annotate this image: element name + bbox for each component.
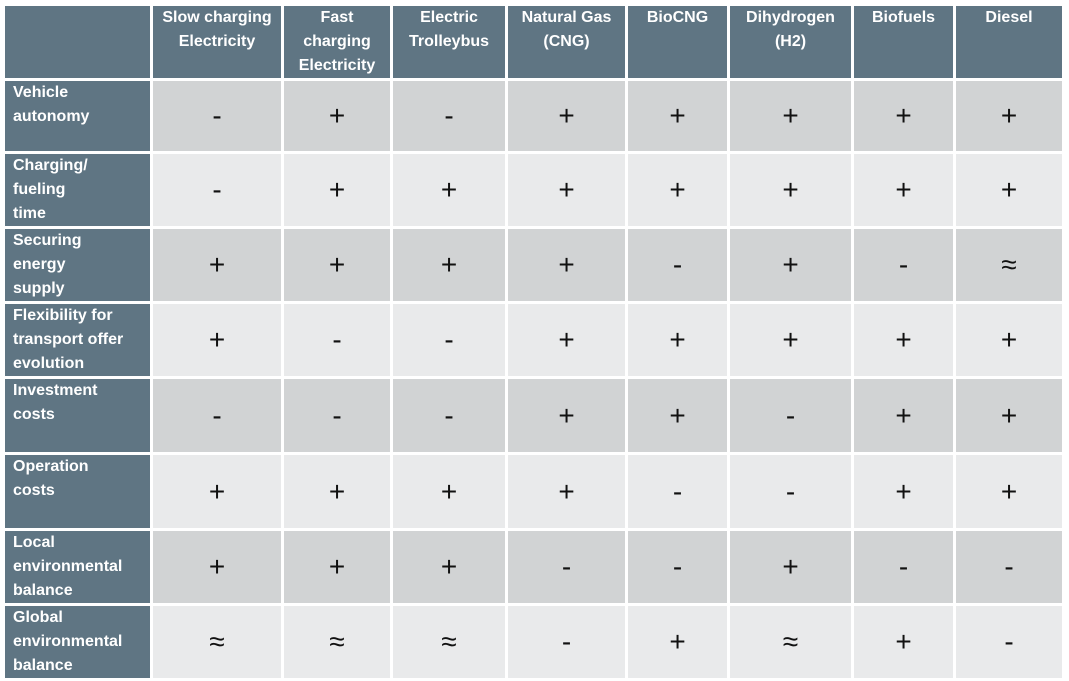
rating-cell: + — [508, 229, 625, 304]
rating-cell: - — [854, 531, 953, 606]
corner-cell — [5, 6, 150, 81]
table-row: Charging/ fueling time - + + + + + + + — [5, 154, 1062, 229]
rating-cell: + — [854, 379, 953, 455]
table-row: Operation costs + + + + - - + + — [5, 455, 1062, 531]
column-header: Diesel — [956, 6, 1062, 81]
rating-cell: - — [730, 379, 851, 455]
rating-cell: - — [393, 379, 505, 455]
column-header: BioCNG — [628, 6, 727, 81]
rating-cell: + — [284, 455, 390, 531]
rating-cell: - — [153, 379, 281, 455]
rating-cell: - — [628, 455, 727, 531]
table-body: Vehicle autonomy - + - + + + + + Charging/ fuelin… — [5, 81, 1062, 681]
rating-cell: ≈ — [153, 606, 281, 681]
row-label: Local environmental balance — [5, 531, 150, 606]
rating-cell: + — [730, 531, 851, 606]
rating-cell: - — [508, 606, 625, 681]
rating-cell: + — [508, 455, 625, 531]
rating-cell: - — [284, 304, 390, 379]
rating-cell: + — [730, 81, 851, 154]
table-row: Investment costs - - - + + - + + — [5, 379, 1062, 455]
column-header: Dihydrogen (H2) — [730, 6, 851, 81]
rating-cell: + — [508, 154, 625, 229]
rating-cell: + — [854, 455, 953, 531]
rating-cell: - — [393, 304, 505, 379]
rating-cell: - — [628, 229, 727, 304]
rating-cell: + — [284, 81, 390, 154]
column-header: Fast charging Electricity — [284, 6, 390, 81]
rating-cell: - — [730, 455, 851, 531]
rating-cell: + — [730, 229, 851, 304]
rating-cell: + — [956, 379, 1062, 455]
column-header: Slow charging Electricity — [153, 6, 281, 81]
rating-cell: ≈ — [956, 229, 1062, 304]
rating-cell: - — [956, 531, 1062, 606]
rating-cell: - — [153, 81, 281, 154]
rating-cell: - — [508, 531, 625, 606]
table-row: Local environmental balance + + + - - + - - — [5, 531, 1062, 606]
rating-cell: + — [153, 229, 281, 304]
rating-cell: ≈ — [284, 606, 390, 681]
rating-cell: + — [153, 531, 281, 606]
rating-cell: + — [393, 455, 505, 531]
rating-cell: + — [956, 154, 1062, 229]
rating-cell: + — [153, 455, 281, 531]
row-label: Vehicle autonomy — [5, 81, 150, 154]
rating-cell: + — [284, 531, 390, 606]
rating-cell: - — [854, 229, 953, 304]
column-header: Natural Gas (CNG) — [508, 6, 625, 81]
rating-cell: ≈ — [393, 606, 505, 681]
rating-cell: + — [284, 229, 390, 304]
row-label: Flexibility for transport offer evolutio… — [5, 304, 150, 379]
rating-cell: - — [628, 531, 727, 606]
header-row: Slow charging Electricity Fast charging … — [5, 6, 1062, 81]
rating-cell: + — [730, 154, 851, 229]
table-row: Flexibility for transport offer evolutio… — [5, 304, 1062, 379]
rating-cell: + — [508, 81, 625, 154]
rating-cell: + — [284, 154, 390, 229]
rating-cell: + — [393, 229, 505, 304]
rating-cell: ≈ — [730, 606, 851, 681]
rating-cell: + — [854, 304, 953, 379]
row-label: Global environmental balance — [5, 606, 150, 681]
rating-cell: + — [393, 154, 505, 229]
rating-cell: + — [393, 531, 505, 606]
rating-cell: + — [730, 304, 851, 379]
rating-cell: + — [956, 81, 1062, 154]
rating-cell: + — [508, 304, 625, 379]
comparison-table: Slow charging Electricity Fast charging … — [2, 6, 1065, 681]
rating-cell: + — [956, 304, 1062, 379]
rating-cell: + — [854, 606, 953, 681]
rating-cell: + — [508, 379, 625, 455]
rating-cell: + — [628, 81, 727, 154]
rating-cell: + — [854, 154, 953, 229]
row-label: Operation costs — [5, 455, 150, 531]
table-row: Vehicle autonomy - + - + + + + + — [5, 81, 1062, 154]
table-row: Global environmental balance ≈ ≈ ≈ - + ≈ + - — [5, 606, 1062, 681]
row-label: Charging/ fueling time — [5, 154, 150, 229]
rating-cell: + — [854, 81, 953, 154]
column-header: Electric Trolleybus — [393, 6, 505, 81]
table-row: Securing energy supply + + + + - + - ≈ — [5, 229, 1062, 304]
rating-cell: + — [628, 154, 727, 229]
row-label: Securing energy supply — [5, 229, 150, 304]
rating-cell: + — [628, 606, 727, 681]
rating-cell: - — [393, 81, 505, 154]
rating-cell: + — [956, 455, 1062, 531]
rating-cell: - — [956, 606, 1062, 681]
column-header: Biofuels — [854, 6, 953, 81]
rating-cell: - — [153, 154, 281, 229]
rating-cell: - — [284, 379, 390, 455]
rating-cell: + — [628, 379, 727, 455]
rating-cell: + — [628, 304, 727, 379]
rating-cell: + — [153, 304, 281, 379]
row-label: Investment costs — [5, 379, 150, 455]
